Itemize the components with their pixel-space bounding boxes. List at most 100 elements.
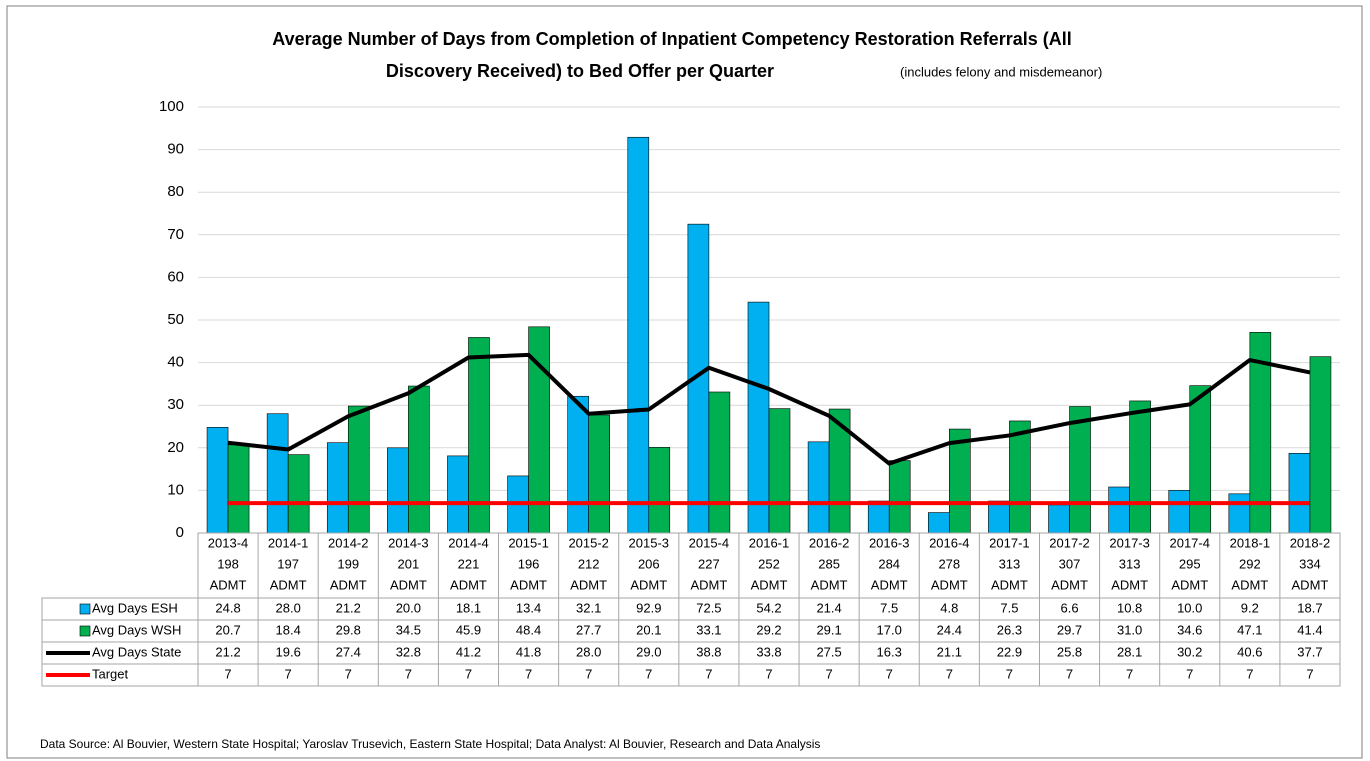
x-tick-label: ADMT: [210, 577, 247, 592]
table-value: 30.2: [1177, 644, 1202, 659]
table-value: 4.8: [940, 600, 958, 615]
bar: [1009, 420, 1031, 534]
x-tick-label: 196: [518, 556, 540, 571]
table-value: 29.8: [336, 622, 361, 637]
table-value: 26.3: [997, 622, 1022, 637]
table-value: 7: [765, 666, 772, 681]
x-tick-label: 206: [638, 556, 660, 571]
x-tick-label: 2014-3: [388, 535, 428, 550]
x-tick-label: ADMT: [1171, 577, 1208, 592]
table-value: 29.0: [636, 644, 661, 659]
table-value: 31.0: [1117, 622, 1142, 637]
table-value: 54.2: [756, 600, 781, 615]
bar: [347, 405, 370, 534]
legend-label: Avg Days WSH: [92, 622, 181, 637]
bar: [1069, 406, 1091, 534]
table-value: 24.4: [937, 622, 962, 637]
table-value: 72.5: [696, 600, 721, 615]
bar: [768, 408, 791, 534]
table-value: 10.0: [1177, 600, 1202, 615]
bar: [206, 427, 229, 534]
x-tick-label: ADMT: [690, 577, 727, 592]
y-tick-label: 10: [167, 481, 184, 498]
bar: [227, 444, 250, 534]
source-note: Data Source: Al Bouvier, Western State H…: [40, 737, 820, 751]
table-value: 7.5: [1000, 600, 1018, 615]
bar: [708, 391, 731, 534]
x-tick-label: ADMT: [450, 577, 487, 592]
y-tick-label: 40: [167, 354, 184, 371]
x-tick-label: ADMT: [871, 577, 908, 592]
table-value: 22.9: [997, 644, 1022, 659]
bar: [408, 385, 430, 534]
x-tick-label: 313: [1119, 556, 1141, 571]
table-value: 7: [825, 666, 832, 681]
bar: [567, 395, 589, 534]
x-tick-label: 2016-3: [869, 535, 909, 550]
table-value: 41.4: [1297, 622, 1322, 637]
table-value: 24.8: [215, 600, 240, 615]
y-tick-label: 80: [167, 183, 184, 200]
table-value: 10.8: [1117, 600, 1142, 615]
line-series: [227, 352, 1311, 466]
bar: [988, 500, 1010, 534]
table-value: 27.7: [576, 622, 601, 637]
table-value: 29.1: [816, 622, 841, 637]
table-value: 45.9: [456, 622, 481, 637]
x-tick-label: 2014-2: [328, 535, 368, 550]
x-tick-label: 2015-3: [629, 535, 669, 550]
x-tick-label: ADMT: [510, 577, 547, 592]
x-tick-label: 198: [217, 556, 239, 571]
table-value: 17.0: [877, 622, 902, 637]
bar: [447, 455, 469, 534]
x-tick-label: 212: [578, 556, 600, 571]
table-value: 20.0: [396, 600, 421, 615]
table-value: 13.4: [516, 600, 541, 615]
table-value: 41.2: [456, 644, 481, 659]
bar: [387, 447, 409, 534]
legend-label: Avg Days ESH: [92, 600, 178, 615]
bar: [807, 441, 830, 534]
bar: [287, 454, 310, 534]
table-value: 7: [285, 666, 292, 681]
table-value: 7: [946, 666, 953, 681]
x-tick-label: ADMT: [751, 577, 788, 592]
table-value: 7: [1066, 666, 1073, 681]
table-value: 7: [645, 666, 652, 681]
table-value: 33.8: [756, 644, 781, 659]
table-value: 34.6: [1177, 622, 1202, 637]
x-tick-label: ADMT: [1292, 577, 1329, 592]
table-value: 7: [1246, 666, 1253, 681]
x-tick-label: 221: [458, 556, 480, 571]
table-row: [41, 663, 1341, 687]
chart-title: Average Number of Days from Completion o…: [272, 29, 1071, 49]
table-value: 18.1: [456, 600, 481, 615]
y-tick-label: 90: [167, 141, 184, 158]
table-value: 32.8: [396, 644, 421, 659]
y-tick-label: 50: [167, 311, 184, 328]
legend-label: Target: [92, 666, 129, 681]
bar: [888, 460, 911, 534]
table-value: 28.1: [1117, 644, 1142, 659]
x-tick-label: 295: [1179, 556, 1201, 571]
bar: [1168, 490, 1191, 534]
legend-swatch: [79, 603, 91, 615]
x-tick-label: 2016-1: [749, 535, 789, 550]
table-value: 7: [525, 666, 532, 681]
x-tick-label: ADMT: [1051, 577, 1088, 592]
x-tick-label: 2017-3: [1109, 535, 1149, 550]
x-tick-label: 313: [999, 556, 1021, 571]
x-tick-label: ADMT: [1111, 577, 1148, 592]
x-tick-label: ADMT: [390, 577, 427, 592]
table-value: 27.5: [816, 644, 841, 659]
x-tick-label: 2015-4: [689, 535, 729, 550]
table-value: 18.4: [276, 622, 301, 637]
x-tick-label: ADMT: [270, 577, 307, 592]
y-tick-label: 60: [167, 268, 184, 285]
x-tick-label: ADMT: [630, 577, 667, 592]
bar: [326, 442, 349, 534]
x-tick-label: 2014-4: [448, 535, 488, 550]
table-value: 38.8: [696, 644, 721, 659]
chart-subtitle: (includes felony and misdemeanor): [900, 64, 1102, 79]
